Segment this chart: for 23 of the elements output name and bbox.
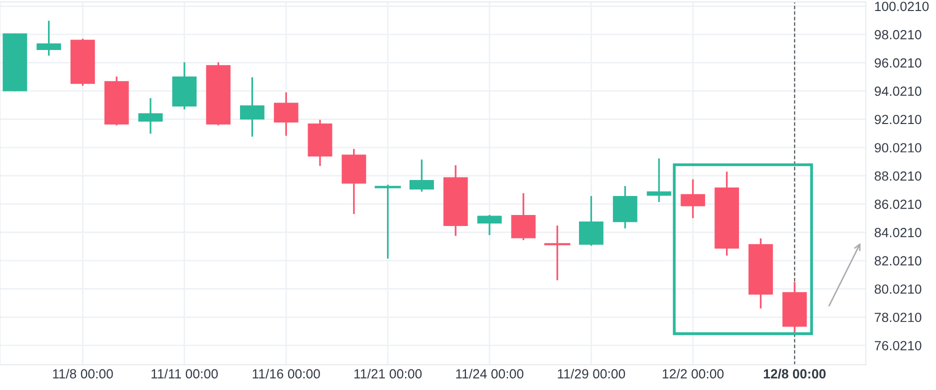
x-tick-label: 11/21 00:00 [354, 368, 422, 379]
y-tick-label: 90.0210 [874, 143, 922, 152]
y-tick-label: 86.0210 [874, 200, 922, 209]
x-tick-label: 11/16 00:00 [252, 368, 320, 379]
y-tick-label: 80.0210 [874, 284, 922, 294]
candlestick [544, 224, 570, 282]
y-tick-label: 82.0210 [874, 256, 922, 266]
y-tick-label: 92.0210 [874, 114, 922, 124]
x-tick-label: 11/8 00:00 [53, 368, 113, 379]
x-tick-label: 11/11 00:00 [152, 368, 218, 379]
y-tick-label: 98.0210 [874, 30, 922, 40]
y-tick-label: 78.0210 [874, 312, 922, 322]
x-tick-label: 12/8 00:00 [764, 368, 826, 379]
y-tick-label: 76.0210 [874, 340, 922, 350]
candlestick [646, 158, 672, 203]
x-tick-label: 11/24 00:00 [456, 368, 524, 379]
y-tick-label: 88.0210 [874, 171, 922, 181]
x-tick-label: 11/29 00:00 [558, 368, 626, 379]
x-tick-label: 12/2 00:00 [662, 368, 724, 379]
y-tick-label: 94.0210 [874, 86, 922, 96]
y-tick-label: 100.0210 [875, 2, 929, 12]
y-tick-label: 84.0210 [874, 228, 922, 238]
y-tick-label: 96.0210 [874, 58, 922, 68]
